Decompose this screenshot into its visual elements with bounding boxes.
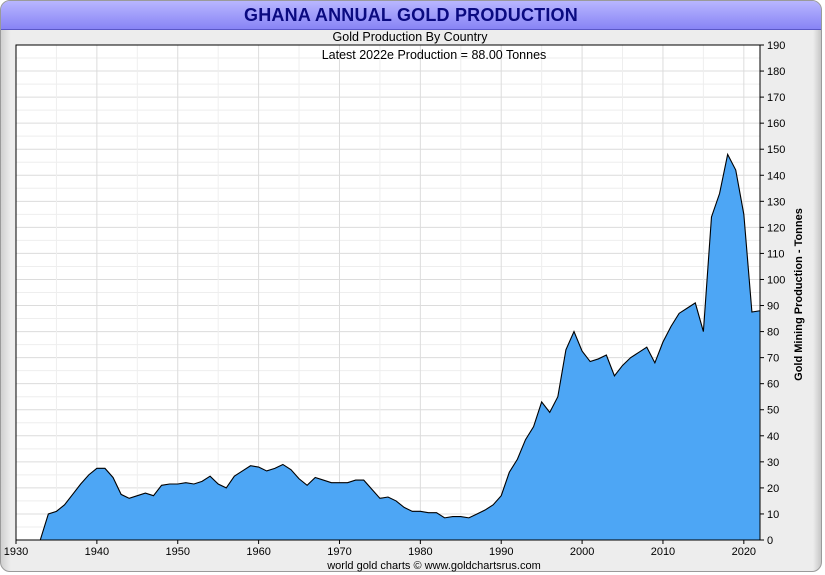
y-tick-label: 10: [767, 509, 779, 521]
x-tick-label: 2000: [570, 546, 594, 558]
y-tick-label: 180: [767, 66, 785, 78]
x-tick-label: 2010: [651, 546, 675, 558]
chart-footer: world gold charts © www.goldchartsrus.co…: [326, 560, 541, 572]
y-tick-label: 100: [767, 274, 785, 286]
y-tick-label: 170: [767, 92, 785, 104]
y-tick-label: 50: [767, 405, 779, 417]
x-axis: 1930 1940 1950 1960 1970 1980 1990 2000 2010 2020: [4, 540, 756, 558]
y-tick-label: 120: [767, 222, 785, 234]
x-tick-label: 1990: [489, 546, 513, 558]
y-tick-label: 160: [767, 118, 785, 130]
y-tick-label: 20: [767, 483, 779, 495]
latest-production-label: Latest 2022e Production = 88.00 Tonnes: [322, 48, 547, 62]
y-tick-label: 140: [767, 170, 785, 182]
y-tick-label: 60: [767, 379, 779, 391]
y-axis-label: Gold Mining Production - Tonnes: [793, 208, 805, 381]
x-tick-label: 1950: [165, 546, 189, 558]
x-tick-label: 2020: [732, 546, 756, 558]
y-tick-label: 110: [767, 248, 785, 260]
x-tick-label: 1980: [408, 546, 432, 558]
y-tick-label: 30: [767, 457, 779, 469]
x-tick-label: 1970: [327, 546, 351, 558]
y-tick-label: 40: [767, 431, 779, 443]
y-tick-label: 0: [767, 535, 773, 547]
y-tick-label: 190: [767, 40, 785, 52]
x-tick-label: 1930: [4, 546, 28, 558]
x-tick-label: 1960: [246, 546, 270, 558]
production-area: [16, 154, 760, 541]
plot-border: [15, 44, 761, 541]
y-tick-label: 70: [767, 353, 779, 365]
y-tick-label: 90: [767, 301, 779, 313]
x-tick-label: 1940: [85, 546, 109, 558]
title-bar: GHANA ANNUAL GOLD PRODUCTION: [1, 1, 821, 30]
chart-subtitle: Gold Production By Country: [333, 30, 489, 44]
y-tick-label: 150: [767, 144, 785, 156]
y-axis: 0 10 20 30 40 50 60 70 80 90 100 110 120 130 140 150 160…: [760, 40, 785, 547]
chart-title: GHANA ANNUAL GOLD PRODUCTION: [244, 5, 578, 25]
production-line: [16, 152, 761, 541]
y-tick-label: 130: [767, 196, 785, 208]
y-tick-label: 80: [767, 327, 779, 339]
